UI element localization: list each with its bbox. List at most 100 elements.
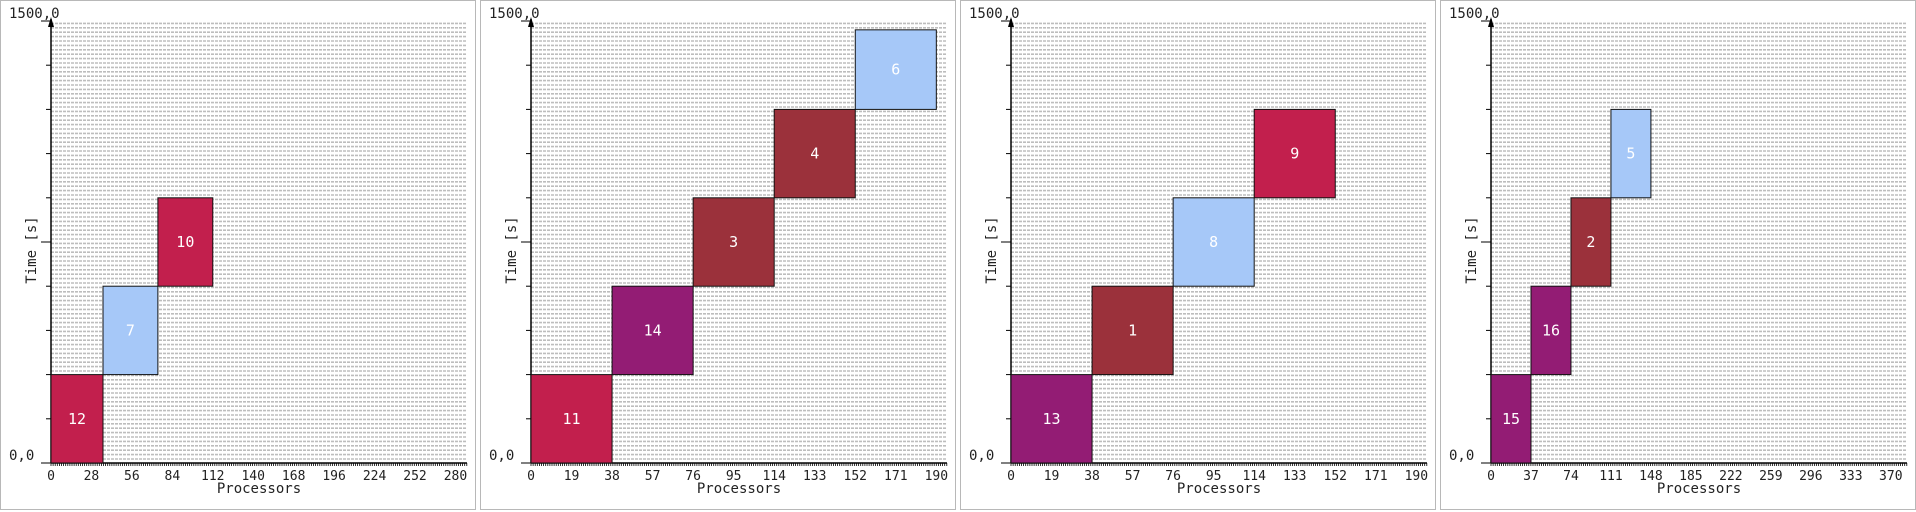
y-axis-title: Time [s]	[984, 216, 1000, 283]
chart-panel-1: 0 28 56 84 112 140 168 196 224 252 280 Processors Ti…	[0, 0, 476, 510]
x-tick-label: 114	[1242, 469, 1266, 484]
x-tick-label: 333	[1839, 469, 1862, 484]
x-tick-label: 84	[165, 469, 181, 484]
x-tick-label: 19	[564, 469, 580, 484]
y-axis-arrow-icon	[1008, 17, 1014, 27]
job-label: 12	[68, 410, 86, 428]
x-tick-label: 185	[1679, 469, 1702, 484]
job-rect	[1570, 197, 1612, 287]
y-max-label: 1500,0	[969, 6, 1020, 22]
x-tick-label: 259	[1759, 469, 1782, 484]
chart-svg: 0 28 56 84 112 140 168 196 224 252 280 Processors Ti…	[9, 6, 468, 497]
x-tick-label: 57	[645, 469, 661, 484]
job-block-6: 6	[854, 29, 937, 110]
job-block-8: 8	[1172, 197, 1255, 287]
x-tick-label: 76	[1165, 469, 1181, 484]
job-label: 9	[1290, 145, 1299, 163]
chart-panel-2: 0 19 38 57 76 95 114 133 152 171 190 Processors Time…	[480, 0, 956, 510]
x-tick-label: 0	[1487, 469, 1495, 484]
x-tick-label: 370	[1879, 469, 1902, 484]
x-axis-title: Processors	[1657, 481, 1741, 497]
x-tick-label: 190	[925, 469, 948, 484]
job-rect	[1010, 374, 1093, 464]
job-label: 15	[1502, 410, 1520, 428]
x-tick-label: 112	[201, 469, 224, 484]
job-rect	[1530, 285, 1572, 376]
chart-panel-4: 0 37 74 111 148 185 222 259 296 333 370 Processors T…	[1440, 0, 1916, 510]
job-label: 11	[563, 410, 581, 428]
y-max-label: 1500,0	[9, 6, 60, 22]
x-tick-label: 133	[1283, 469, 1306, 484]
chart-svg: 0 19 38 57 76 95 114 133 152 171 190ProcessorsTime…	[969, 6, 1428, 497]
y-axis-arrow-icon	[528, 17, 534, 27]
job-rect	[530, 374, 613, 464]
job-rect	[854, 29, 937, 110]
job-block-16: 16	[1530, 285, 1572, 376]
x-axis-title: Processors	[697, 481, 781, 497]
job-label: 1	[1128, 321, 1137, 339]
x-tick-label: 148	[1639, 469, 1662, 484]
job-block-7: 7	[102, 285, 159, 376]
origin-label: 0,0	[9, 448, 34, 464]
y-axis-title: Time [s]	[24, 216, 40, 283]
y-axis-title: Time [s]	[504, 216, 520, 283]
origin-label: 0,0	[969, 448, 994, 464]
job-block-9: 9	[1253, 108, 1336, 199]
y-max-label: 1500,0	[1449, 6, 1500, 22]
x-tick-label: 171	[884, 469, 907, 484]
job-block-10: 10	[157, 197, 214, 287]
job-rect	[1610, 108, 1652, 199]
y-axis-arrow-icon	[1488, 17, 1494, 27]
job-block-5: 5	[1610, 108, 1652, 199]
x-tick-label: 296	[1799, 469, 1822, 484]
origin-label: 0,0	[489, 448, 514, 464]
x-tick-label: 196	[322, 469, 345, 484]
x-tick-label: 0	[527, 469, 535, 484]
x-tick-label: 56	[124, 469, 140, 484]
x-tick-label: 224	[363, 469, 387, 484]
job-label: 7	[126, 321, 135, 339]
x-tick-label: 28	[84, 469, 100, 484]
x-tick-label: 222	[1719, 469, 1742, 484]
x-tick-label: 252	[403, 469, 426, 484]
x-tick-label: 152	[1324, 469, 1347, 484]
job-label: 5	[1626, 145, 1635, 163]
x-tick-label: 111	[1599, 469, 1622, 484]
y-axis-title: Time [s]	[1464, 216, 1480, 283]
job-rect	[692, 197, 775, 287]
job-label: 2	[1586, 233, 1595, 251]
job-block-4: 4	[773, 108, 856, 199]
job-rect	[611, 285, 694, 376]
x-tick-label: 37	[1523, 469, 1539, 484]
grid-lines	[51, 22, 467, 460]
job-rect	[50, 374, 104, 464]
x-tick-label: 57	[1125, 469, 1141, 484]
x-minor-ticks	[1490, 463, 1908, 466]
job-block-13: 13	[1010, 374, 1093, 464]
job-label: 3	[729, 233, 738, 251]
job-label: 13	[1043, 410, 1061, 428]
job-label: 16	[1542, 321, 1560, 339]
job-block-3: 3	[692, 197, 775, 287]
job-rect	[1253, 108, 1336, 199]
grid-lines	[1491, 22, 1907, 460]
x-tick-label: 152	[844, 469, 867, 484]
x-tick-label: 38	[1084, 469, 1100, 484]
origin-label: 0,0	[1449, 448, 1474, 464]
x-tick-label: 95	[1206, 469, 1222, 484]
x-tick-label: 114	[762, 469, 786, 484]
x-tick-label: 74	[1563, 469, 1579, 484]
job-rect	[102, 285, 159, 376]
job-rect	[1172, 197, 1255, 287]
chart-svg: 0 37 74 111 148 185 222 259 296 333 370 Processors T…	[1449, 6, 1908, 497]
job-block-2: 2	[1570, 197, 1612, 287]
job-block-12: 12	[50, 374, 104, 464]
x-tick-label: 76	[685, 469, 701, 484]
y-axis-arrow-icon	[48, 17, 54, 27]
job-rect	[1091, 285, 1174, 376]
y-max-label: 1500,0	[489, 6, 540, 22]
job-label: 4	[810, 145, 819, 163]
job-label: 10	[176, 233, 194, 251]
x-tick-label: 38	[604, 469, 620, 484]
